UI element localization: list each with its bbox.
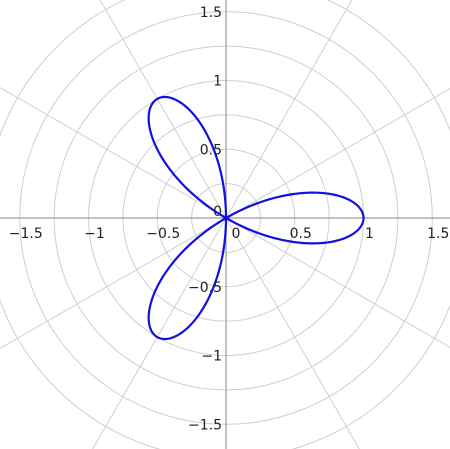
y-tick-label: 0.5 bbox=[200, 142, 222, 158]
y-tick-label: 0 bbox=[213, 204, 222, 220]
rose-curve-series bbox=[147, 95, 365, 341]
x-tick-label: 0 bbox=[232, 226, 241, 242]
grid-ray-210 bbox=[0, 217, 227, 350]
x-tick-label: −1 bbox=[84, 226, 105, 242]
y-tick-label: −0.5 bbox=[188, 280, 222, 296]
x-tick-label: 0.5 bbox=[290, 226, 312, 242]
grid-ray-60 bbox=[225, 0, 353, 219]
y-tick-label: 1 bbox=[213, 74, 222, 90]
y-tick-label: −1 bbox=[201, 349, 222, 365]
grid-ray-240 bbox=[92, 217, 227, 449]
x-tick-label: −0.5 bbox=[146, 226, 180, 242]
rose-curve-line bbox=[147, 95, 365, 341]
y-tick-label: −1.5 bbox=[188, 417, 222, 433]
x-tick-label: 1 bbox=[365, 226, 374, 242]
x-tick-label: 1.5 bbox=[427, 226, 449, 242]
y-tick-label: 1.5 bbox=[200, 5, 222, 21]
grid-ray-120 bbox=[99, 0, 227, 219]
grid-ray-30 bbox=[225, 88, 450, 219]
x-tick-label: −1.5 bbox=[9, 226, 43, 242]
grid-ray-150 bbox=[0, 86, 227, 219]
tick-labels: −1.5 −1 −0.5 0 0.5 1 1.5 1.5 1 0.5 0 −0.5 −1 −1.5 bbox=[9, 5, 450, 434]
grid-ray-300 bbox=[225, 217, 360, 449]
grid-ray-330 bbox=[225, 217, 450, 348]
